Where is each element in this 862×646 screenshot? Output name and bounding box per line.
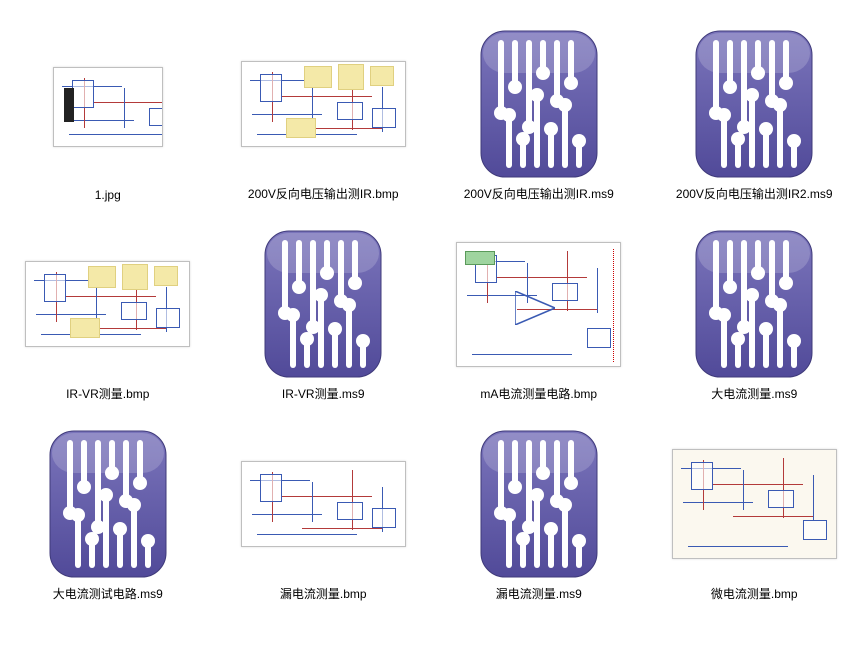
file-name-label: 漏电流测量.bmp <box>280 585 367 602</box>
file-item[interactable]: 微电流测量.bmp <box>647 410 862 610</box>
image-thumbnail <box>25 261 190 347</box>
file-name-label: IR-VR测量.bmp <box>66 385 149 402</box>
image-thumbnail <box>241 461 406 547</box>
file-thumbnail <box>238 429 408 579</box>
file-item[interactable]: 大电流测量.ms9 <box>647 210 862 410</box>
file-name-label: 大电流测量.ms9 <box>711 385 797 402</box>
file-item[interactable]: 漏电流测量.bmp <box>216 410 432 610</box>
file-item[interactable]: 200V反向电压输出测IR.bmp <box>216 10 432 210</box>
image-thumbnail <box>456 242 621 367</box>
file-thumbnail <box>238 29 408 179</box>
file-thumbnail <box>454 29 624 179</box>
file-name-label: 200V反向电压输出测IR2.ms9 <box>676 185 833 202</box>
image-thumbnail <box>241 61 406 147</box>
file-item[interactable]: 200V反向电压输出测IR2.ms9 <box>647 10 862 210</box>
file-thumbnail <box>23 229 193 379</box>
file-thumbnail <box>669 429 839 579</box>
file-thumbnail <box>669 229 839 379</box>
file-thumbnail <box>238 229 408 379</box>
file-thumbnail <box>23 429 193 579</box>
file-item[interactable]: IR-VR测量.ms9 <box>216 210 432 410</box>
file-name-label: 1.jpg <box>95 188 121 202</box>
circuit-app-icon <box>679 229 829 379</box>
file-item[interactable]: 1.jpg <box>0 10 216 210</box>
circuit-app-icon <box>248 229 398 379</box>
file-item[interactable]: mA电流测量电路.bmp <box>431 210 647 410</box>
file-name-label: 微电流测量.bmp <box>711 585 798 602</box>
file-thumbnail <box>454 429 624 579</box>
circuit-app-icon <box>464 29 614 179</box>
file-name-label: 200V反向电压输出测IR.ms9 <box>464 185 614 202</box>
file-name-label: mA电流测量电路.bmp <box>480 385 597 402</box>
file-item[interactable]: 漏电流测量.ms9 <box>431 410 647 610</box>
file-name-label: 大电流测试电路.ms9 <box>53 585 163 602</box>
image-thumbnail <box>672 449 837 559</box>
circuit-app-icon <box>679 29 829 179</box>
file-grid: 1.jpg 200V反向电压输出测IR.bmp 200V反向电压输出测IR.ms9… <box>0 0 862 620</box>
file-name-label: 漏电流测量.ms9 <box>496 585 582 602</box>
file-name-label: IR-VR测量.ms9 <box>282 385 365 402</box>
file-thumbnail <box>454 229 624 379</box>
circuit-app-icon <box>464 429 614 579</box>
file-item[interactable]: IR-VR测量.bmp <box>0 210 216 410</box>
circuit-app-icon <box>33 429 183 579</box>
file-thumbnail <box>669 29 839 179</box>
image-thumbnail <box>53 67 163 147</box>
file-item[interactable]: 200V反向电压输出测IR.ms9 <box>431 10 647 210</box>
file-thumbnail <box>23 32 193 182</box>
file-item[interactable]: 大电流测试电路.ms9 <box>0 410 216 610</box>
file-name-label: 200V反向电压输出测IR.bmp <box>248 185 399 202</box>
